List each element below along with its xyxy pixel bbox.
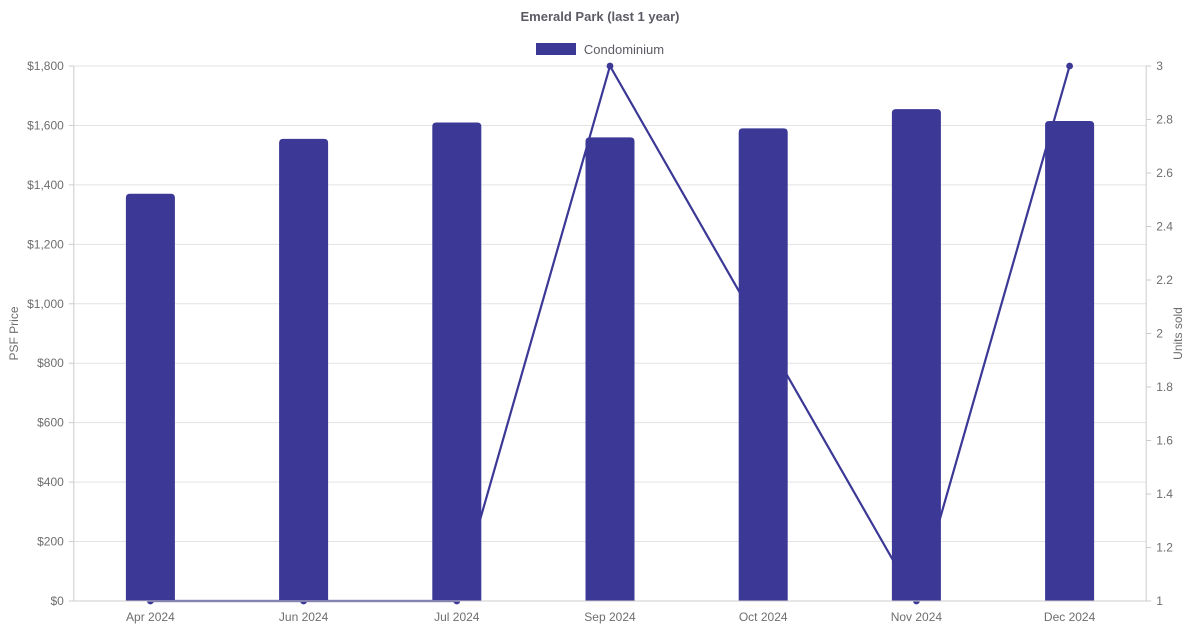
svg-text:Oct 2024: Oct 2024 <box>739 610 788 624</box>
svg-text:Units sold: Units sold <box>1171 307 1185 360</box>
svg-text:Jun 2024: Jun 2024 <box>279 610 329 624</box>
svg-text:PSF Price: PSF Price <box>7 306 21 360</box>
svg-text:1.8: 1.8 <box>1156 380 1173 394</box>
svg-text:1: 1 <box>1156 594 1163 608</box>
svg-text:Jul 2024: Jul 2024 <box>434 610 480 624</box>
svg-text:Nov 2024: Nov 2024 <box>891 610 943 624</box>
svg-text:$600: $600 <box>37 416 64 430</box>
svg-text:$800: $800 <box>37 356 64 370</box>
svg-text:$1,200: $1,200 <box>27 237 64 251</box>
svg-text:1.2: 1.2 <box>1156 541 1173 555</box>
svg-text:$1,000: $1,000 <box>27 297 64 311</box>
svg-text:Apr 2024: Apr 2024 <box>126 610 175 624</box>
svg-text:2: 2 <box>1156 327 1163 341</box>
svg-text:2.6: 2.6 <box>1156 166 1173 180</box>
svg-text:Dec 2024: Dec 2024 <box>1044 610 1096 624</box>
svg-text:$400: $400 <box>37 475 64 489</box>
svg-text:$200: $200 <box>37 535 64 549</box>
svg-text:1.6: 1.6 <box>1156 434 1173 448</box>
svg-text:2.4: 2.4 <box>1156 220 1173 234</box>
svg-text:$1,800: $1,800 <box>27 59 64 73</box>
svg-text:2.8: 2.8 <box>1156 113 1173 127</box>
svg-text:$1,600: $1,600 <box>27 118 64 132</box>
svg-text:1.4: 1.4 <box>1156 487 1173 501</box>
svg-text:3: 3 <box>1156 59 1163 73</box>
svg-text:2.2: 2.2 <box>1156 273 1173 287</box>
svg-text:Sep 2024: Sep 2024 <box>584 610 636 624</box>
svg-text:$0: $0 <box>50 594 64 608</box>
svg-text:$1,400: $1,400 <box>27 178 64 192</box>
